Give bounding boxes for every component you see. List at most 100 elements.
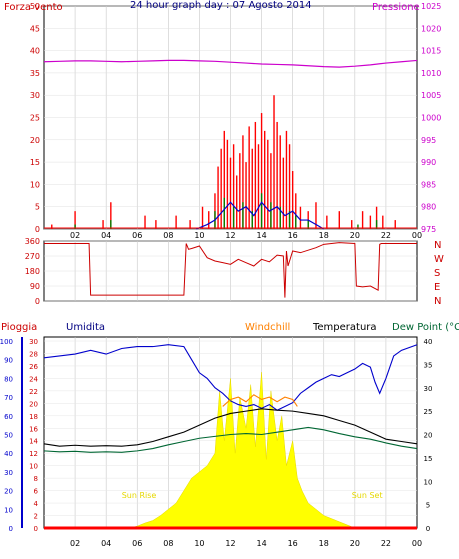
solar-tick-label: 30 <box>29 338 38 346</box>
solar-tick-label: 24 <box>29 375 38 383</box>
sunrise-label: Sun Rise <box>122 491 157 500</box>
compass-label: E <box>434 282 440 293</box>
solar-tick-label: 28 <box>29 350 38 358</box>
humidity-tick-label: 50 <box>4 432 13 440</box>
wind-y-tick-label: 40 <box>30 47 40 56</box>
x-tick-label: 06 <box>132 231 142 240</box>
solar-tick-label: 26 <box>29 363 38 371</box>
x-tick-label: 10 <box>194 539 204 548</box>
temperature-tick-label: 40 <box>424 338 433 346</box>
x-tick-label: 06 <box>132 539 142 548</box>
pressure-y-tick-label: 1000 <box>421 114 441 123</box>
pressure-y-tick-label: 1005 <box>421 91 441 100</box>
solar-tick-label: 8 <box>34 475 38 483</box>
x-tick-label: 10 <box>194 231 204 240</box>
temperature-tick-label: 0 <box>426 525 430 533</box>
x-tick-label: 04 <box>101 539 111 548</box>
x-tick-label: 16 <box>288 539 298 548</box>
temperature-tick-label: 5 <box>426 502 430 510</box>
x-tick-label: 20 <box>350 539 360 548</box>
solar-tick-label: 10 <box>29 463 38 471</box>
series-direction <box>44 242 417 298</box>
solar-tick-label: 20 <box>29 400 38 408</box>
pressure-y-tick-label: 1010 <box>421 69 441 78</box>
direction-y-tick-label: 270 <box>25 252 40 261</box>
x-tick-label: 12 <box>225 231 235 240</box>
series-dew-point <box>43 426 418 453</box>
humidity-tick-label: 80 <box>4 375 13 383</box>
direction-y-tick-label: 360 <box>25 237 40 246</box>
temperature-tick-label: 20 <box>424 432 433 440</box>
humidity-tick-label: 40 <box>4 450 13 458</box>
compass-label: S <box>434 268 440 279</box>
compass-label: N <box>434 296 441 307</box>
sunset-label: Sun Set <box>352 491 383 500</box>
wind-y-tick-label: 30 <box>30 91 40 100</box>
x-tick-label: 02 <box>70 539 80 548</box>
solar-tick-label: 22 <box>29 388 38 396</box>
x-tick-label: 00 <box>412 539 422 548</box>
series-pressione <box>43 59 418 68</box>
wind-y-tick-label: 5 <box>35 203 40 212</box>
pressure-y-tick-label: 990 <box>421 158 436 167</box>
solar-tick-label: 12 <box>29 450 38 458</box>
x-tick-label: 00 <box>412 231 422 240</box>
x-tick-label: 08 <box>163 231 173 240</box>
pressure-y-tick-label: 1025 <box>421 2 441 11</box>
humidity-tick-label: 100 <box>0 338 13 346</box>
solar-tick-label: 18 <box>29 413 38 421</box>
x-tick-label: 18 <box>319 231 329 240</box>
pressure-y-tick-label: 985 <box>421 180 436 189</box>
x-tick-label: 02 <box>70 231 80 240</box>
series-solar <box>129 372 355 529</box>
pressure-y-tick-label: 1015 <box>421 47 441 56</box>
direction-y-tick-label: 90 <box>30 282 40 291</box>
solar-tick-label: 14 <box>29 438 38 446</box>
series-windchill <box>222 394 298 407</box>
windchill-label: Windchill <box>245 322 290 333</box>
x-tick-label: 08 <box>163 539 173 548</box>
wind-y-tick-label: 35 <box>30 69 40 78</box>
temperature-tick-label: 35 <box>424 361 433 369</box>
chart-title: 24 hour graph day : 07 Agosto 2014 <box>130 0 312 11</box>
x-tick-label: 22 <box>381 231 391 240</box>
wind-y-tick-label: 10 <box>30 180 40 189</box>
humidity-tick-label: 10 <box>4 506 13 514</box>
series-temperatura <box>43 408 418 447</box>
wind-axis-label: Forza vento <box>4 2 63 13</box>
solar-tick-label: 0 <box>34 525 38 533</box>
x-tick-label: 04 <box>101 231 111 240</box>
solar-tick-label: 2 <box>34 513 38 521</box>
x-tick-label: 20 <box>350 231 360 240</box>
humidity-label: Umidita <box>66 322 105 333</box>
x-tick-label: 14 <box>256 539 266 548</box>
solar-tick-label: 4 <box>34 500 39 508</box>
compass-label: N <box>434 240 441 251</box>
x-tick-label: 22 <box>381 539 391 548</box>
wind-y-tick-label: 15 <box>30 158 40 167</box>
temperature-label: Temperatura <box>312 322 377 333</box>
solar-tick-label: 16 <box>29 425 38 433</box>
wind-y-tick-label: 45 <box>30 24 40 33</box>
series-umidita <box>43 344 418 411</box>
pressure-y-tick-label: 975 <box>421 225 436 234</box>
x-tick-label: 12 <box>225 539 235 548</box>
temperature-tick-label: 25 <box>424 408 433 416</box>
wind-y-tick-label: 20 <box>30 136 40 145</box>
rain-label: Pioggia <box>1 322 37 333</box>
series-vento-medio <box>196 201 325 230</box>
pressure-axis-label: Pressione <box>372 2 420 13</box>
x-tick-label: 14 <box>256 231 266 240</box>
temperature-tick-label: 30 <box>424 385 433 393</box>
humidity-tick-label: 60 <box>4 413 13 421</box>
x-tick-label: 18 <box>319 539 329 548</box>
humidity-tick-label: 90 <box>4 357 13 365</box>
pressure-y-tick-label: 995 <box>421 136 436 145</box>
wind-y-tick-label: 25 <box>30 114 40 123</box>
pressure-y-tick-label: 980 <box>421 203 436 212</box>
temperature-tick-label: 15 <box>424 455 433 463</box>
humidity-tick-label: 20 <box>4 488 13 496</box>
compass-label: W <box>434 254 444 265</box>
